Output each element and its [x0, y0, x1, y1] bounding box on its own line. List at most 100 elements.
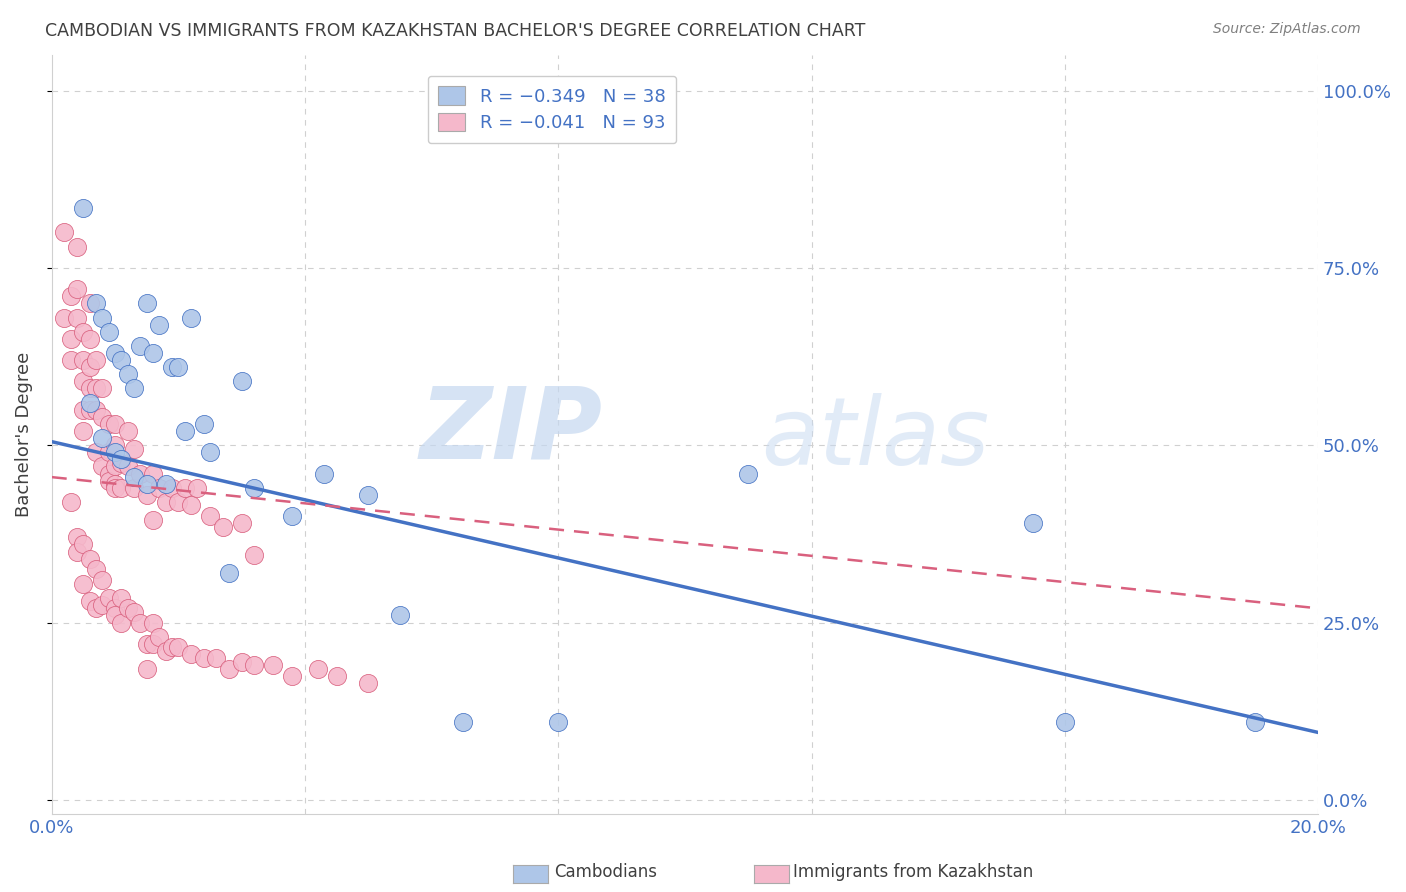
Point	[262, 658, 284, 673]
Point	[155, 644, 177, 658]
Point	[1022, 516, 1045, 531]
Point	[1243, 714, 1265, 729]
Point	[97, 467, 120, 481]
Point	[142, 346, 165, 360]
Point	[547, 714, 569, 729]
Point	[72, 576, 94, 591]
Point	[1053, 714, 1076, 729]
Point	[243, 481, 266, 495]
Text: Source: ZipAtlas.com: Source: ZipAtlas.com	[1213, 22, 1361, 37]
Point	[97, 445, 120, 459]
Point	[129, 467, 152, 481]
Point	[167, 360, 190, 375]
Point	[180, 499, 202, 513]
Point	[104, 346, 127, 360]
Point	[142, 615, 165, 630]
Point	[135, 637, 157, 651]
Point	[193, 417, 215, 431]
Point	[122, 442, 145, 456]
Point	[142, 637, 165, 651]
Point	[110, 481, 132, 495]
Point	[117, 424, 139, 438]
Point	[173, 424, 195, 438]
Point	[117, 601, 139, 615]
Point	[198, 445, 221, 459]
Point	[79, 382, 101, 396]
Y-axis label: Bachelor's Degree: Bachelor's Degree	[15, 352, 32, 517]
Point	[104, 477, 127, 491]
Point	[218, 566, 240, 580]
Point	[59, 353, 82, 368]
Point	[79, 551, 101, 566]
Point	[59, 289, 82, 303]
Point	[135, 488, 157, 502]
Point	[91, 459, 114, 474]
Point	[148, 481, 170, 495]
Point	[84, 353, 107, 368]
Point	[160, 640, 183, 655]
Point	[66, 530, 89, 544]
Point	[72, 402, 94, 417]
Text: ZIP: ZIP	[419, 383, 603, 479]
Point	[281, 509, 304, 524]
Point	[281, 669, 304, 683]
Point	[180, 648, 202, 662]
Point	[79, 332, 101, 346]
Point	[79, 360, 101, 375]
Point	[453, 714, 475, 729]
Point	[122, 481, 145, 495]
Point	[186, 481, 208, 495]
Point	[110, 353, 132, 368]
Point	[72, 201, 94, 215]
Point	[357, 488, 380, 502]
Point	[388, 608, 411, 623]
Point	[59, 332, 82, 346]
Point	[66, 310, 89, 325]
Point	[104, 417, 127, 431]
Point	[53, 310, 76, 325]
Point	[72, 325, 94, 339]
Point	[91, 310, 114, 325]
Point	[104, 608, 127, 623]
Point	[84, 382, 107, 396]
Point	[72, 375, 94, 389]
Point	[97, 417, 120, 431]
Point	[231, 375, 253, 389]
Legend: R = −0.349   N = 38, R = −0.041   N = 93: R = −0.349 N = 38, R = −0.041 N = 93	[427, 76, 676, 143]
Point	[104, 459, 127, 474]
Point	[79, 296, 101, 310]
Point	[84, 445, 107, 459]
Point	[231, 655, 253, 669]
Point	[135, 296, 157, 310]
Text: CAMBODIAN VS IMMIGRANTS FROM KAZAKHSTAN BACHELOR'S DEGREE CORRELATION CHART: CAMBODIAN VS IMMIGRANTS FROM KAZAKHSTAN …	[45, 22, 865, 40]
Point	[167, 640, 190, 655]
Point	[97, 591, 120, 605]
Point	[148, 630, 170, 644]
Point	[211, 520, 233, 534]
Text: atlas: atlas	[761, 392, 990, 483]
Text: Immigrants from Kazakhstan: Immigrants from Kazakhstan	[793, 863, 1033, 881]
Point	[84, 562, 107, 576]
Point	[104, 601, 127, 615]
Point	[160, 481, 183, 495]
Point	[148, 318, 170, 332]
Point	[231, 516, 253, 531]
Point	[122, 382, 145, 396]
Point	[72, 424, 94, 438]
Point	[66, 282, 89, 296]
Point	[91, 598, 114, 612]
Point	[312, 467, 335, 481]
Point	[110, 456, 132, 470]
Point	[135, 477, 157, 491]
Point	[91, 382, 114, 396]
Point	[737, 467, 759, 481]
Point	[91, 431, 114, 445]
Point	[122, 605, 145, 619]
Point	[91, 573, 114, 587]
Point	[110, 591, 132, 605]
Point	[84, 601, 107, 615]
Point	[325, 669, 347, 683]
Point	[218, 662, 240, 676]
Point	[72, 537, 94, 551]
Point	[180, 310, 202, 325]
